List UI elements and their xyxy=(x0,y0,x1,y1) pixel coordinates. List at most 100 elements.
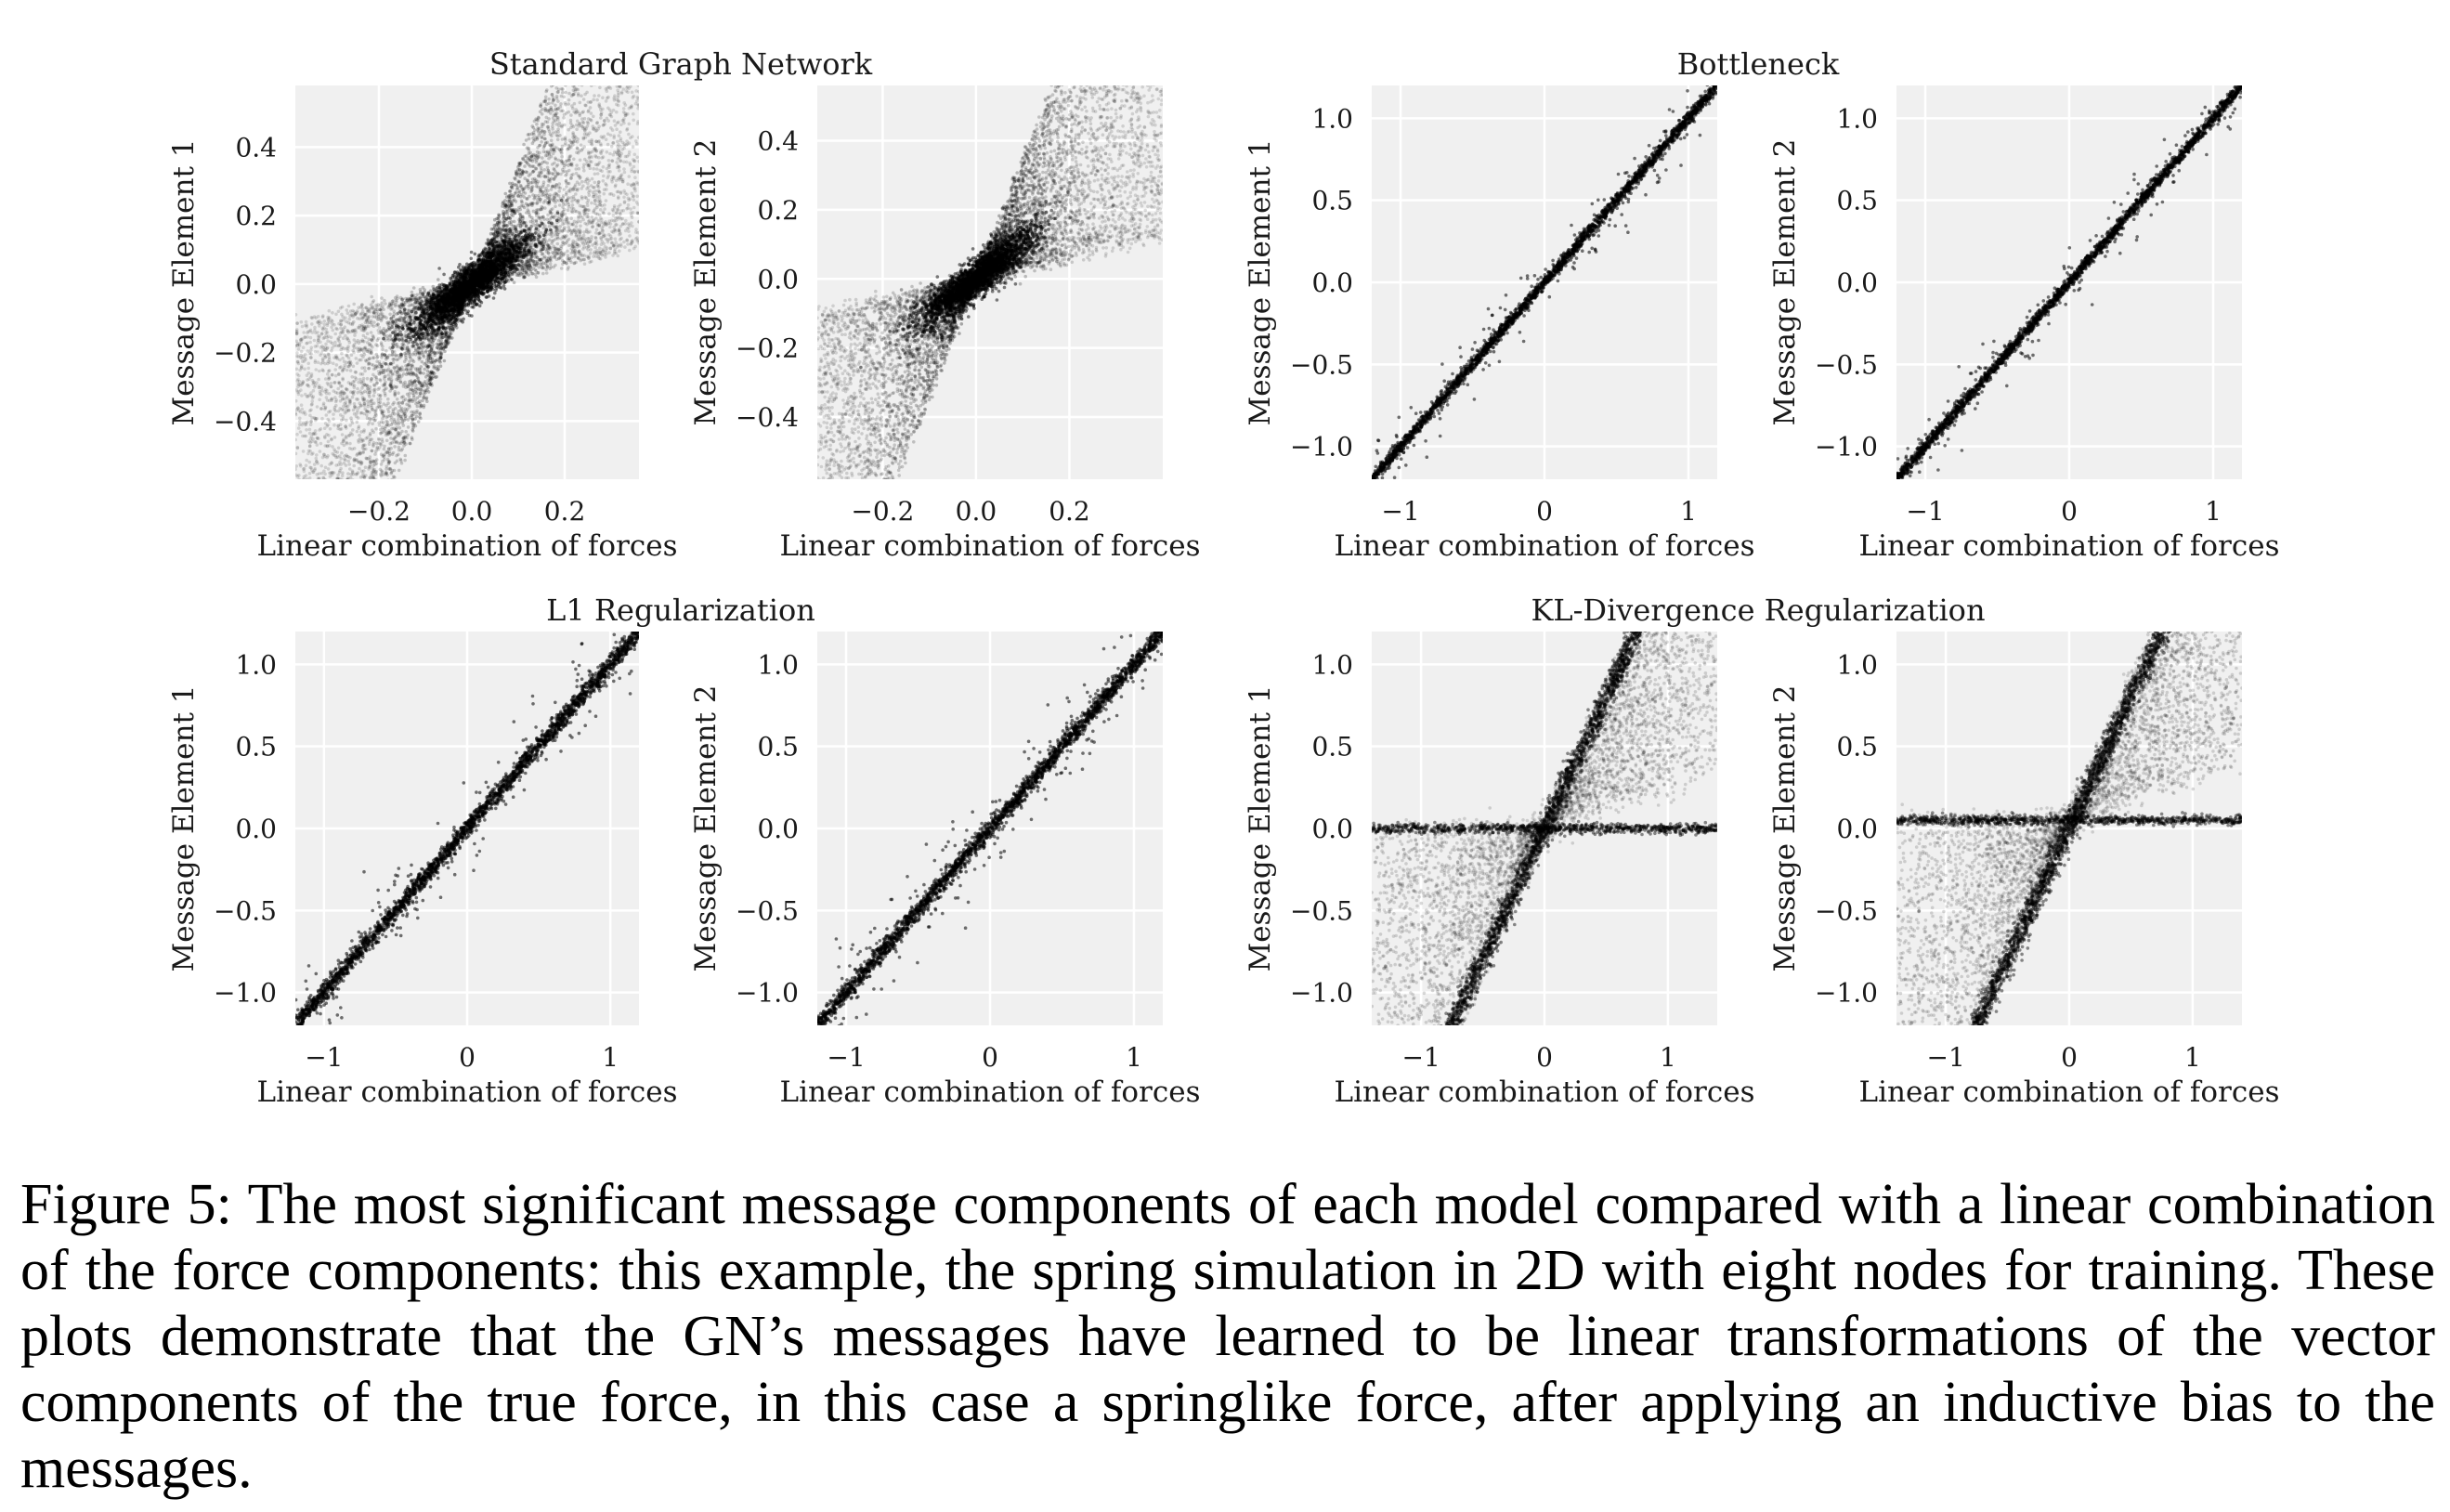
scatter-point xyxy=(349,571,353,575)
scatter-point xyxy=(356,421,359,424)
scatter-point xyxy=(326,454,330,458)
scatter-point xyxy=(318,589,321,593)
scatter-point xyxy=(307,623,311,627)
scatter-point xyxy=(386,356,390,359)
scatter-point xyxy=(637,40,641,44)
scatter-point xyxy=(555,164,559,168)
scatter-point xyxy=(593,202,597,205)
scatter-point xyxy=(387,489,391,492)
scatter-point xyxy=(593,173,597,176)
scatter-point xyxy=(393,445,397,449)
scatter-point xyxy=(306,487,309,490)
scatter-point xyxy=(315,501,319,504)
scatter-point xyxy=(501,228,504,232)
scatter-point xyxy=(328,498,332,502)
scatter-point xyxy=(626,182,630,186)
scatter-point xyxy=(328,518,332,522)
scatter-point xyxy=(333,368,337,371)
scatter-point xyxy=(583,258,587,262)
scatter-point xyxy=(606,241,610,244)
scatter-point xyxy=(323,601,327,605)
scatter-point xyxy=(383,486,386,489)
scatter-point xyxy=(310,482,314,486)
scatter-point xyxy=(319,490,323,494)
scatter-point xyxy=(332,607,336,611)
scatter-point xyxy=(622,7,626,11)
scatter-point xyxy=(326,418,330,422)
scatter-point xyxy=(407,425,411,429)
scatter-point xyxy=(306,362,310,366)
scatter-point xyxy=(378,326,382,330)
scatter-point xyxy=(294,502,298,505)
scatter-point xyxy=(355,568,358,572)
scatter-point xyxy=(585,33,589,36)
scatter-point xyxy=(343,509,346,513)
scatter-point xyxy=(298,511,302,515)
scatter-point xyxy=(340,611,344,615)
scatter-point xyxy=(393,479,397,483)
scatter-point xyxy=(350,353,354,357)
scatter-point xyxy=(569,154,573,158)
scatter-point xyxy=(384,381,387,385)
scatter-point xyxy=(304,608,307,612)
scatter-point xyxy=(632,145,635,149)
scatter-point xyxy=(632,112,635,116)
scatter-point xyxy=(392,410,396,413)
scatter-point xyxy=(404,385,408,389)
scatter-point xyxy=(295,433,299,437)
scatter-point xyxy=(348,579,352,582)
scatter-point xyxy=(324,574,328,578)
scatter-point xyxy=(297,502,301,505)
scatter-point xyxy=(303,368,306,371)
scatter-point xyxy=(572,35,576,39)
scatter-point xyxy=(395,358,398,362)
scatter-point xyxy=(578,34,581,38)
scatter-point xyxy=(579,204,582,208)
scatter-point xyxy=(388,333,392,337)
scatter-point xyxy=(579,225,582,228)
scatter-point xyxy=(323,617,327,620)
scatter-point xyxy=(594,237,598,241)
scatter-point xyxy=(635,34,639,38)
scatter-point xyxy=(299,593,303,596)
scatter-point xyxy=(383,299,386,303)
scatter-point xyxy=(298,515,302,518)
scatter-point xyxy=(563,213,567,216)
scatter-point xyxy=(571,25,575,29)
scatter-point xyxy=(575,24,579,28)
scatter-point xyxy=(612,153,616,157)
scatter-point xyxy=(418,411,422,415)
scatter-point xyxy=(579,259,582,263)
scatter-point xyxy=(567,92,571,96)
scatter-point xyxy=(293,468,297,472)
scatter-point xyxy=(326,566,330,569)
scatter-point xyxy=(370,483,373,487)
scatter-point xyxy=(531,267,535,270)
scatter-point xyxy=(301,325,305,329)
scatter-point xyxy=(340,478,344,482)
scatter-point xyxy=(365,485,369,489)
scatter-point xyxy=(585,22,589,26)
scatter-point xyxy=(600,227,604,230)
scatter-point xyxy=(354,488,358,491)
scatter-point xyxy=(324,492,328,496)
scatter-point xyxy=(618,169,621,173)
figure: Standard Graph Network−0.2 0.0 0.2−0.4−0.2… xyxy=(0,0,2450,1133)
scatter-point xyxy=(404,454,408,458)
scatter-point xyxy=(619,137,623,141)
scatter-point xyxy=(303,497,306,501)
scatter-point xyxy=(318,398,321,402)
scatter-point xyxy=(391,453,395,457)
scatter-point xyxy=(622,107,626,111)
scatter-point xyxy=(593,32,597,35)
scatter-point xyxy=(601,25,605,29)
scatter-point xyxy=(309,486,313,489)
scatter-point xyxy=(298,481,302,485)
scatter-point xyxy=(582,98,586,101)
scatter-point xyxy=(339,599,343,603)
scatter-point xyxy=(295,368,299,371)
scatter-point xyxy=(318,428,321,432)
scatter-point xyxy=(330,326,333,330)
scatter-point xyxy=(315,564,319,567)
scatter-point xyxy=(345,388,348,392)
